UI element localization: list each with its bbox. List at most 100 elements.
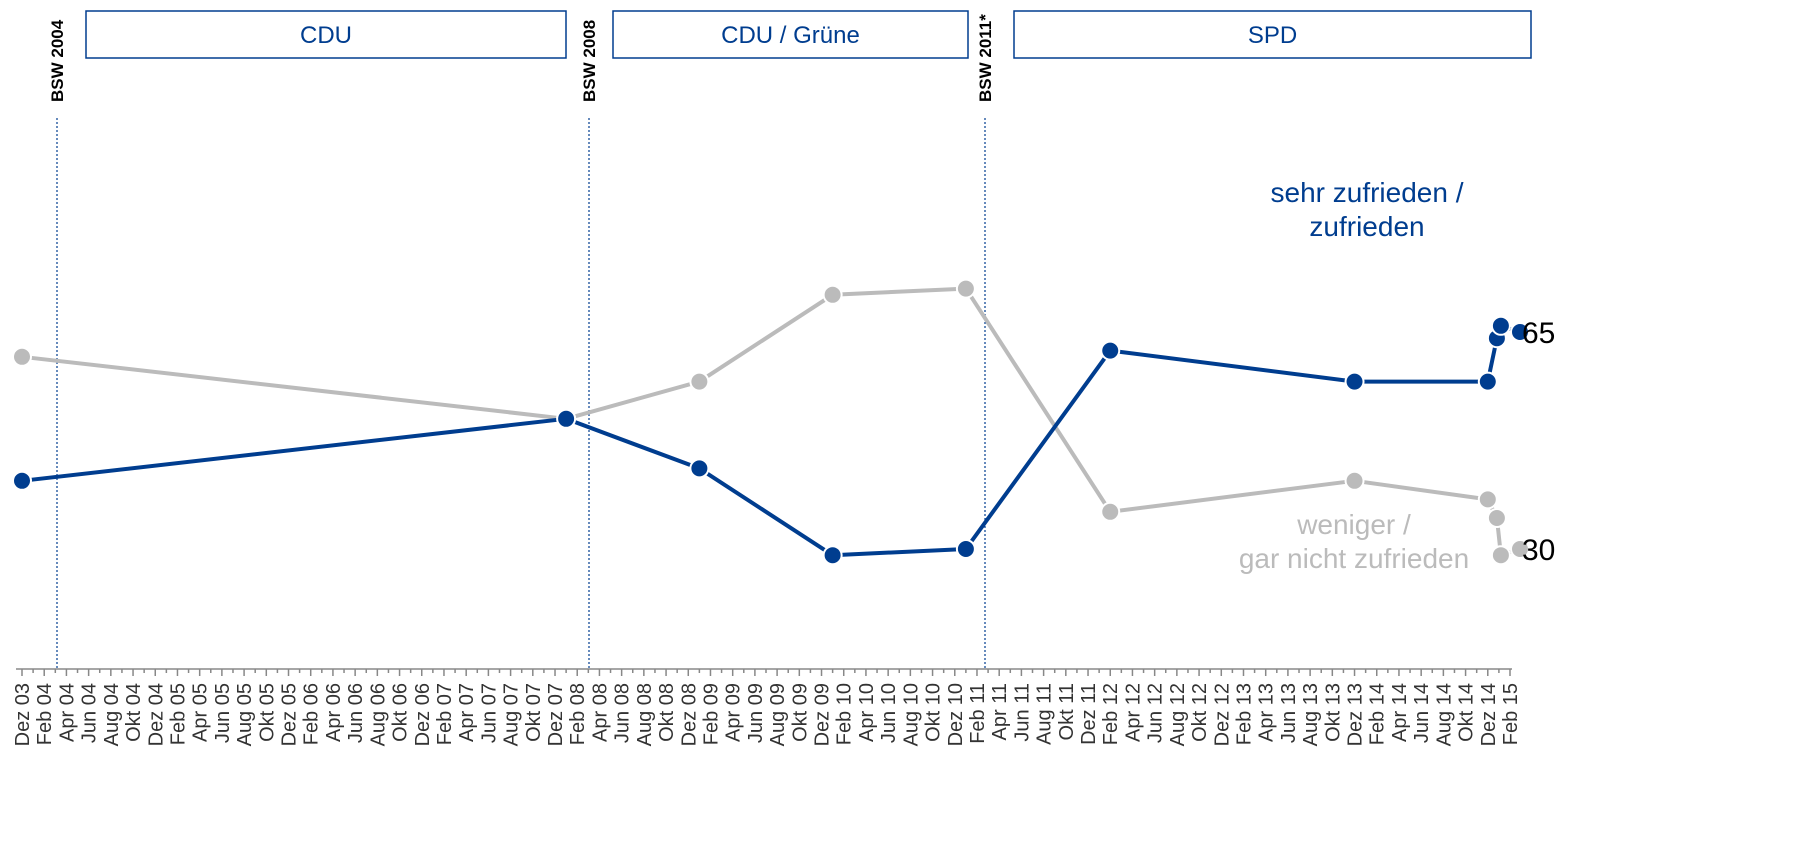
x-tick-label: Apr 14 [1389,683,1411,742]
x-tick-label: Apr 08 [589,683,611,742]
data-point [1100,340,1121,361]
x-tick-label: Aug 14 [1433,683,1455,746]
data-point [1510,539,1530,559]
data-point [822,284,843,305]
data-point [1490,315,1511,336]
data-point [1100,501,1121,522]
x-tick-label: Feb 13 [1233,683,1255,745]
x-tick-label: Okt 05 [256,683,278,742]
x-tick-label: Jun 09 [745,683,767,743]
x-tick-label: Okt 14 [1456,683,1478,742]
government-periods: CDU CDU / Grüne SPD [85,10,1532,59]
x-tick-label: Aug 09 [767,683,789,746]
data-point [955,278,976,299]
data-point [1490,545,1511,566]
x-axis: Dez 03 Feb 04 Apr 04 Jun 04 Aug 04 Okt 04 Dez … [12,668,1522,746]
data-point [12,346,32,367]
x-tick-label: Apr 11 [989,683,1011,740]
x-tick-label: Dez 11 [1078,683,1100,745]
data-point [556,408,577,429]
x-tick-label: Feb 04 [34,683,56,745]
x-tick-label: Feb 11 [967,683,989,744]
x-tick-label: Aug 07 [501,683,523,746]
x-tick-label: Dez 08 [678,683,700,746]
data-point [955,539,976,559]
x-tick-label: Okt 11 [1056,683,1078,740]
x-tick-label: Okt 13 [1322,683,1344,742]
x-tick-label: Apr 05 [190,683,212,742]
x-tick-label: Apr 07 [456,683,478,742]
x-tick-label: Aug 08 [634,683,656,746]
period-box [1013,10,1532,59]
x-tick-label: Aug 11 [1034,683,1056,745]
x-tick-label: Apr 06 [323,683,345,742]
data-point [12,470,32,491]
x-tick-label: Aug 05 [234,683,256,746]
x-tick-label: Jun 06 [345,683,367,743]
x-tick-label: Okt 08 [656,683,678,742]
x-tick-label: Jun 14 [1411,683,1433,743]
x-tick-label: Apr 04 [56,683,78,742]
x-tick-label: Jun 12 [1145,683,1167,743]
election-markers: BSW 2004 BSW 2008 BSW 2011* [48,14,995,668]
x-tick-label: Jun 13 [1278,683,1300,743]
x-tick-label: Feb 06 [301,683,323,745]
x-tick-label: Dez 09 [812,683,834,746]
x-tick-label: Jun 05 [212,683,234,743]
series-line [21,323,1521,558]
data-point [1510,322,1530,342]
x-tick-label: Okt 10 [923,683,945,742]
period-box [612,10,969,59]
election-label: BSW 2011* [976,14,995,102]
series-label: sehr zufrieden / [1271,177,1464,208]
x-tick-label: Jun 10 [878,683,900,743]
x-tick-label: Aug 10 [900,683,922,746]
end-value-label: 30 [1522,534,1555,567]
x-tick-label: Okt 09 [789,683,811,742]
end-value-label: 65 [1522,317,1555,350]
x-tick-label: Okt 06 [390,683,412,742]
data-point [822,545,843,566]
x-tick-label: Apr 13 [1256,683,1278,742]
period-box [85,10,567,59]
data-point [1477,371,1498,392]
x-tick-label: Okt 04 [123,683,145,742]
data-point [689,458,710,479]
x-tick-label: Feb 12 [1100,683,1122,745]
x-tick-label: Apr 10 [856,683,878,742]
x-tick-label: Feb 10 [834,683,856,745]
period-label: CDU / Grüne [721,22,860,49]
x-tick-label: Dez 10 [945,683,967,746]
series-labels: sehr zufrieden /zufrieden weniger /gar ni… [1239,177,1556,574]
x-tick-label: Feb 07 [434,683,456,745]
x-tick-label: Apr 12 [1122,683,1144,742]
x-tick-label: Dez 14 [1478,683,1500,746]
x-tick-label: Feb 14 [1367,683,1389,745]
x-tick-label: Aug 12 [1167,683,1189,746]
x-tick-label: Aug 06 [367,683,389,746]
election-label: BSW 2008 [580,20,599,102]
series-label: zufrieden [1309,211,1424,242]
x-tick-label: Okt 12 [1189,683,1211,742]
x-tick-label: Jun 07 [478,683,500,743]
x-tick-label: Jun 11 [1011,683,1033,742]
x-tick-label: Apr 09 [723,683,745,742]
x-tick-label: Jun 04 [79,683,101,743]
x-tick-label: Dez 03 [12,683,34,746]
x-tick-label: Okt 07 [523,683,545,742]
x-tick-label: Feb 15 [1500,683,1522,745]
election-label: BSW 2004 [48,19,67,102]
x-tick-label: Dez 04 [145,683,167,746]
data-point [1477,489,1498,510]
series-label: gar nicht zufrieden [1239,543,1469,574]
series-label: weniger / [1296,509,1411,540]
x-tick-label: Dez 12 [1211,683,1233,746]
period-label: SPD [1248,22,1297,49]
data-point [689,371,710,392]
period-label: CDU [300,22,352,49]
x-tick-label: Feb 05 [167,683,189,745]
x-tick-label: Dez 13 [1345,683,1367,746]
series-lines [12,278,1530,566]
x-tick-label: Dez 07 [545,683,567,746]
